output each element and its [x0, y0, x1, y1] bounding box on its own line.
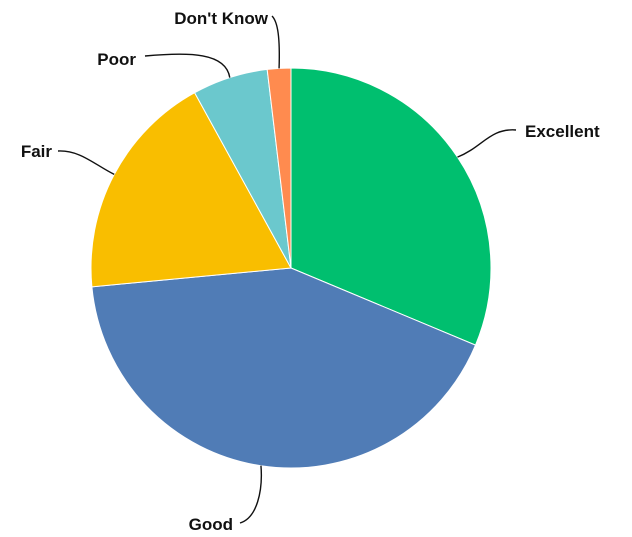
slice-label-fair: Fair — [21, 142, 53, 161]
pie-slice-fair — [90, 92, 292, 288]
leader-lines-layer — [57, 15, 517, 524]
leader-line-fair — [57, 150, 115, 176]
slice-label-good: Good — [189, 515, 233, 534]
leader-line-don-t-know — [271, 15, 280, 69]
pie-slice-good — [91, 267, 477, 469]
leader-line-poor — [144, 53, 231, 78]
pie-slice-excellent — [290, 67, 492, 346]
leader-line-good — [239, 465, 263, 524]
slice-labels-layer: Excellent Good Fair Poor Don't Know — [21, 9, 600, 534]
leader-line-excellent — [457, 129, 517, 158]
slice-label-poor: Poor — [97, 50, 136, 69]
slices-layer — [90, 67, 492, 469]
slice-label-excellent: Excellent — [525, 122, 600, 141]
slice-label-don-t-know: Don't Know — [174, 9, 269, 28]
